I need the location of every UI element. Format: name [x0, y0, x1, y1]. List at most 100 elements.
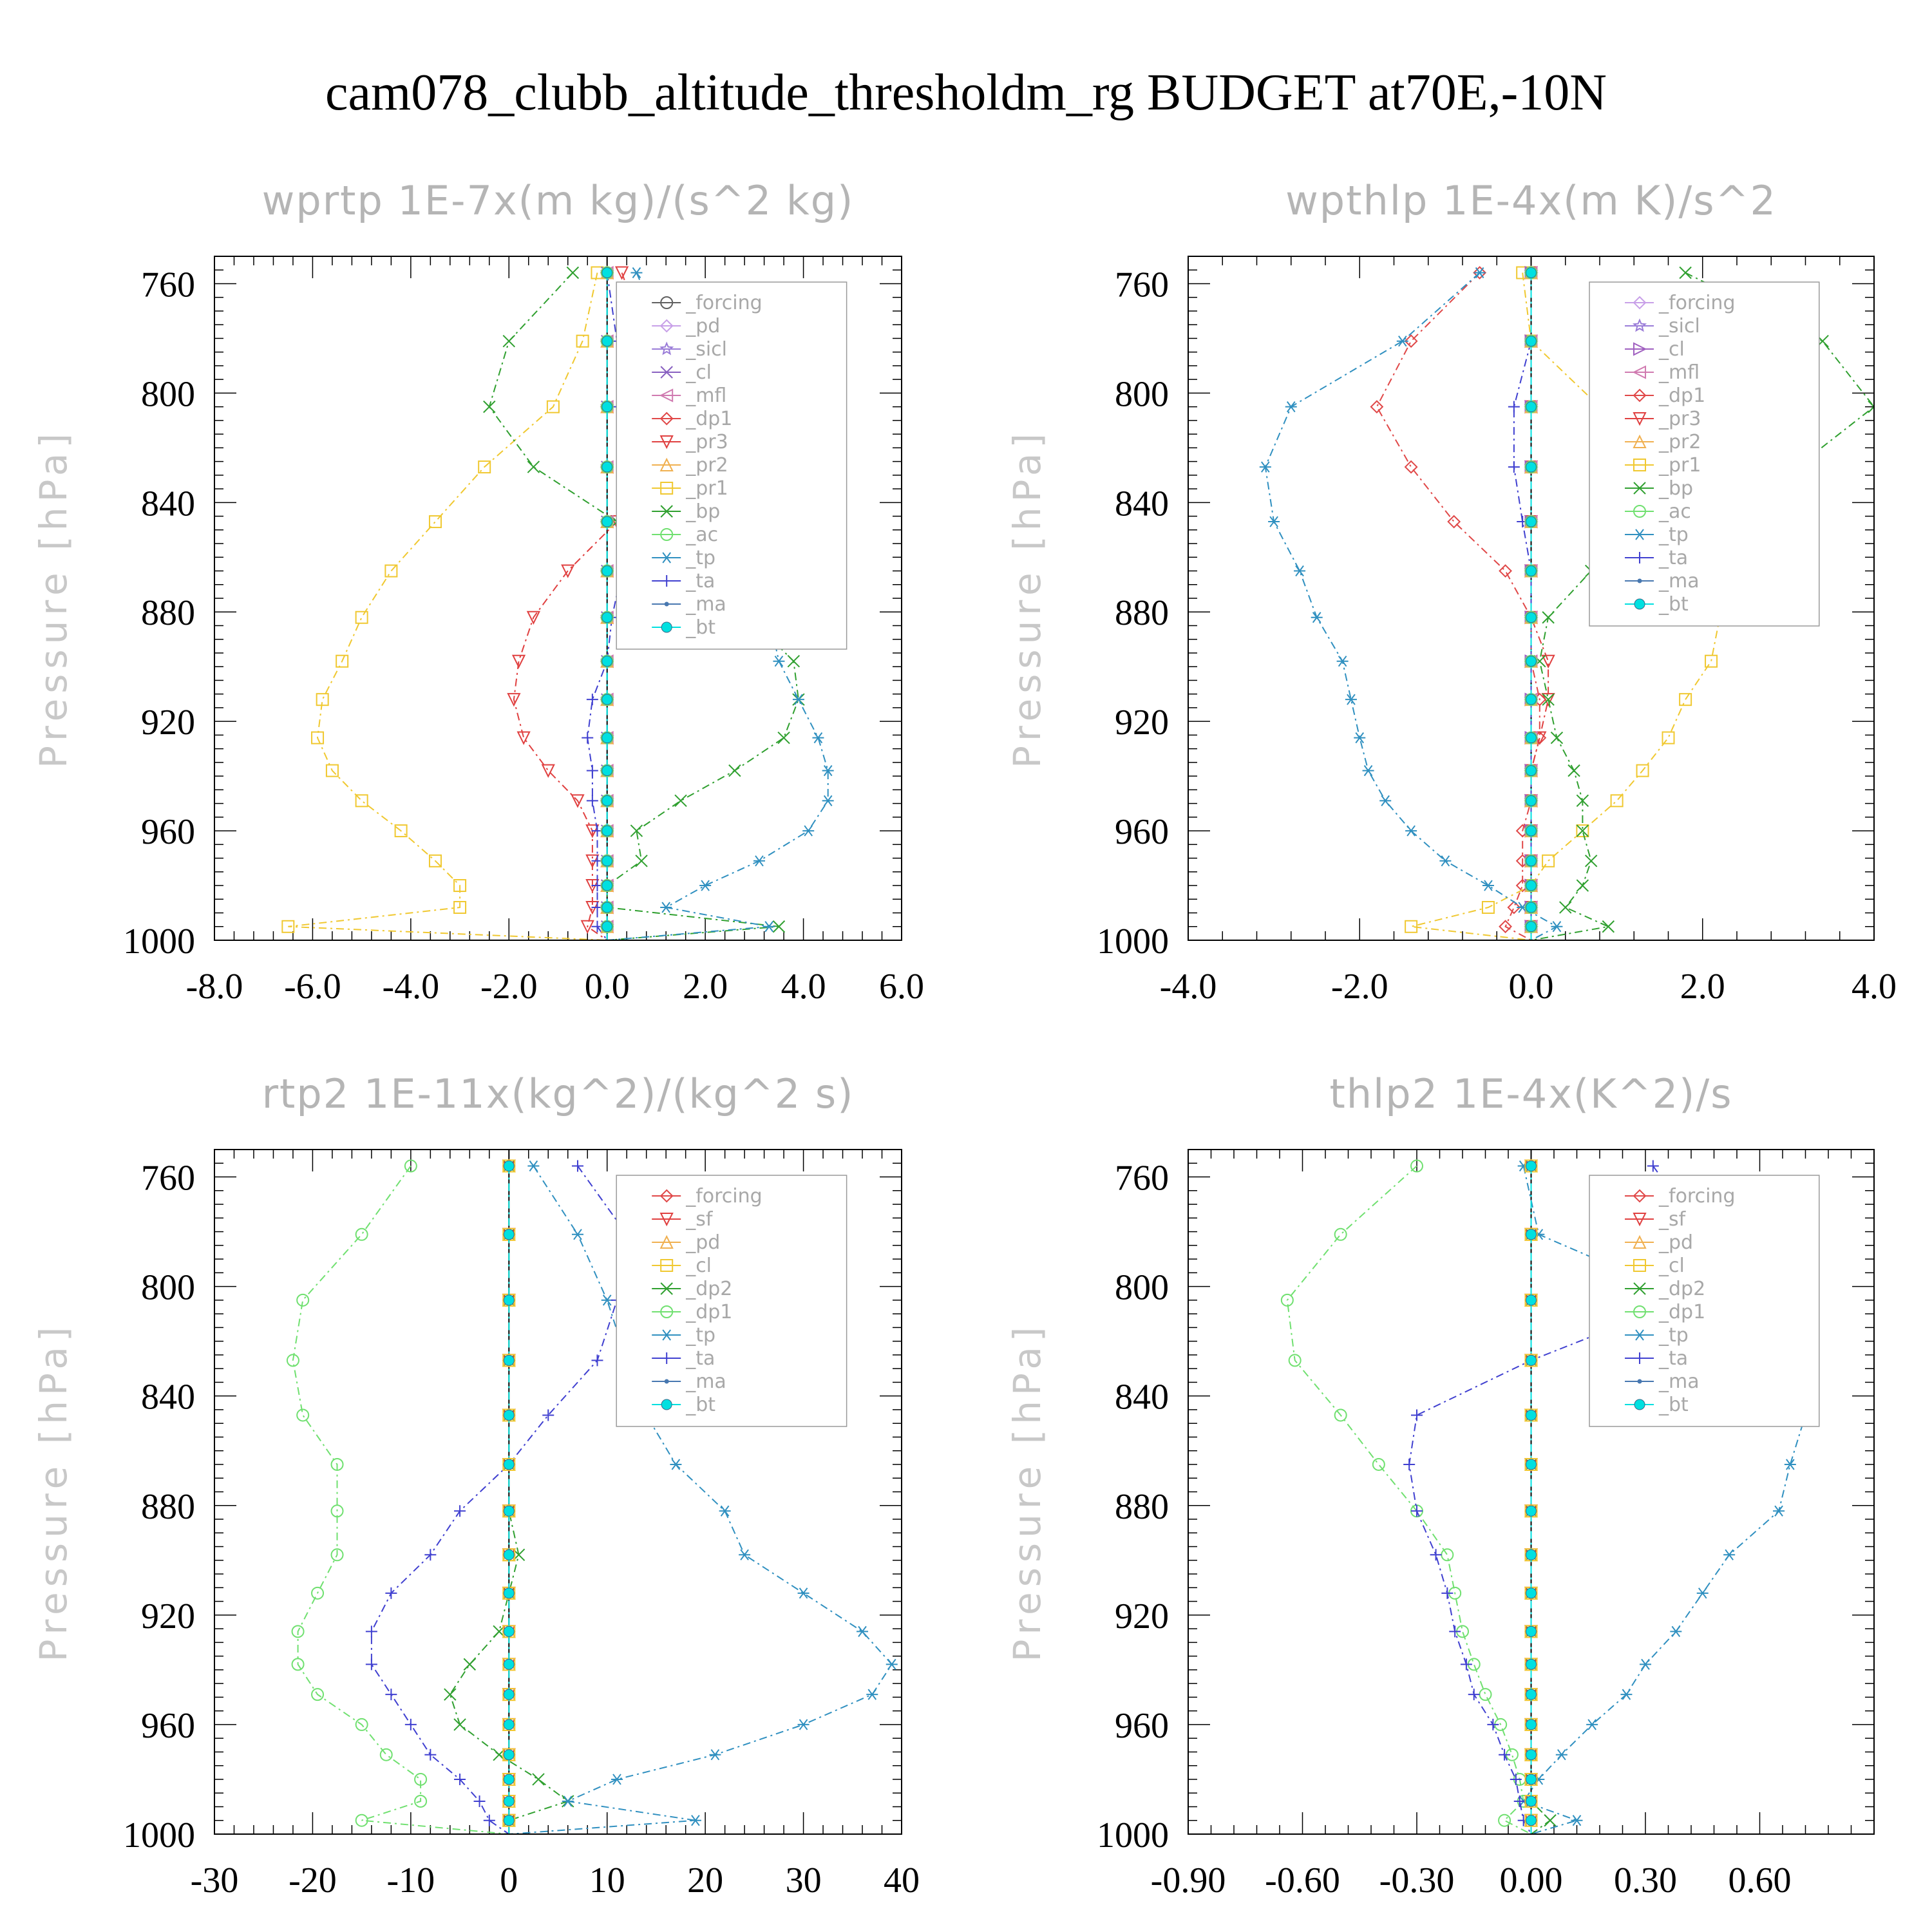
data-point_cl — [1524, 1354, 1538, 1367]
data-point_bp — [1576, 824, 1589, 837]
legend-label: _dp1 — [1658, 384, 1705, 407]
legend-label: _dp2 — [685, 1278, 732, 1300]
data-point_pr1 — [576, 334, 589, 348]
data-point_dp1 — [330, 1548, 344, 1562]
x-tick-label: -30 — [191, 1861, 239, 1900]
data-point_pr1 — [453, 879, 467, 893]
data-point_bt — [601, 765, 613, 777]
data-point_tp — [571, 1229, 583, 1240]
legend-label: _ac — [1658, 500, 1691, 523]
legend-label: _tp — [685, 1324, 715, 1347]
data-point_bt — [601, 855, 613, 867]
x-tick-label: 20 — [687, 1861, 723, 1900]
legend-label: _mfl — [1658, 361, 1700, 384]
y-tick-label: 1000 — [1097, 922, 1169, 961]
data-point_bp — [1868, 400, 1874, 413]
data-point_bt — [1526, 855, 1537, 867]
y-tick-label: 760 — [141, 1159, 195, 1198]
figure-title: cam078_clubb_altitude_thresholdm_rg BUDG… — [325, 64, 1607, 121]
data-point_bt — [601, 565, 613, 577]
data-point_ta — [1411, 1409, 1423, 1421]
legend-label: _ma — [685, 593, 726, 616]
data-point_bt — [1526, 1815, 1537, 1826]
legend-marker_bt — [661, 1399, 672, 1410]
y-tick-label: 880 — [1115, 1487, 1169, 1527]
panel-title: thlp2 1E-4x(K^2)/s — [1329, 1070, 1732, 1117]
data-point_bp — [1559, 901, 1572, 914]
legend-label: _bt — [685, 1394, 715, 1416]
data-point_dp1 — [1404, 334, 1418, 348]
legend-label: _bp — [1658, 477, 1693, 500]
data-point_pr3 — [1541, 693, 1555, 707]
data-point_ta — [1460, 1658, 1472, 1671]
data-point_bp — [1550, 731, 1564, 744]
data-point_bt — [1526, 1795, 1537, 1807]
data-point_bt — [1526, 1549, 1537, 1560]
legend-label: _ta — [685, 1347, 715, 1370]
x-tick-label: 0.60 — [1728, 1861, 1792, 1900]
data-point_bp — [1576, 879, 1589, 892]
series_bt — [1526, 267, 1537, 940]
data-point_dp1 — [1404, 460, 1418, 474]
y-tick-label: 920 — [141, 1596, 195, 1636]
chart-panel-3: rtp2 1E-11x(kg^2)/(kg^2 s) Pressure [hPa]… — [32, 1070, 920, 1900]
data-point_bp — [502, 334, 515, 348]
data-point_tp — [1379, 795, 1392, 806]
data-point_dp2 — [532, 1773, 545, 1786]
data-point_tp — [763, 921, 775, 933]
legend-label: _cl — [685, 1255, 712, 1277]
data-point_pr1 — [1662, 731, 1675, 744]
data-point_tp — [1405, 825, 1417, 837]
data-point_dp1 — [1473, 266, 1487, 279]
data-point_bt — [1526, 880, 1537, 891]
data-point_pr3 — [507, 693, 521, 707]
data-point_dp1 — [1441, 1548, 1454, 1562]
legend-marker_cl — [1633, 1259, 1647, 1272]
data-point_pr1 — [428, 515, 442, 529]
plot-frame — [1188, 1149, 1875, 1835]
data-point_bt — [503, 1160, 515, 1172]
data-point_tp — [630, 267, 643, 279]
y-tick-label: 920 — [1115, 1596, 1169, 1636]
data-point_pr1 — [1481, 901, 1495, 914]
legend: _forcing_pd_sicl_cl_mfl_dp1_pr3_pr2_pr1_… — [616, 281, 848, 650]
data-point_bt — [503, 1774, 515, 1785]
data-point_pr3 — [580, 920, 594, 934]
data-point_ta — [424, 1748, 437, 1761]
data-point_tp — [866, 1689, 878, 1700]
data-point_bp — [630, 824, 643, 837]
legend-label: _forcing — [1658, 292, 1735, 314]
y-tick-label: 800 — [1115, 1268, 1169, 1308]
data-point_ta — [586, 764, 598, 777]
data-point_bt — [601, 694, 613, 705]
legend-label: _ma — [1658, 570, 1700, 592]
legend-label: _pr3 — [685, 431, 728, 453]
x-tick-label: 2.0 — [1680, 967, 1725, 1007]
x-tick-label: -2.0 — [1331, 967, 1388, 1007]
plot-frame — [1188, 256, 1875, 941]
data-point_bt — [1526, 1409, 1537, 1421]
data-point_ta — [404, 1718, 417, 1730]
x-tick-label: 4.0 — [781, 967, 826, 1007]
data-point_cl — [1524, 1718, 1538, 1731]
legend-label: _bt — [685, 616, 715, 639]
plot-area — [286, 1159, 898, 1834]
data-point_bp — [1542, 611, 1555, 624]
data-point_tp — [601, 1294, 613, 1306]
data-point_ta — [1411, 1505, 1423, 1517]
data-point_dp1 — [1447, 515, 1461, 529]
legend-label: _ma — [685, 1370, 726, 1393]
data-point_cl — [502, 1718, 516, 1731]
x-tick-label: -4.0 — [1160, 967, 1217, 1007]
y-tick-label: 920 — [141, 703, 195, 743]
data-point_ta — [385, 1587, 397, 1599]
panel-title: rtp2 1E-11x(kg^2)/(kg^2 s) — [262, 1070, 855, 1117]
legend-marker_ma — [664, 1379, 669, 1384]
data-point_pr1 — [355, 611, 368, 624]
data-point_pr1 — [311, 731, 325, 744]
data-point_pr1 — [1542, 854, 1555, 867]
data-point_cl — [1524, 1457, 1538, 1471]
data-point_tp — [739, 1549, 751, 1560]
legend-label: _ta — [1658, 547, 1688, 569]
data-point_ta — [1403, 1458, 1416, 1470]
